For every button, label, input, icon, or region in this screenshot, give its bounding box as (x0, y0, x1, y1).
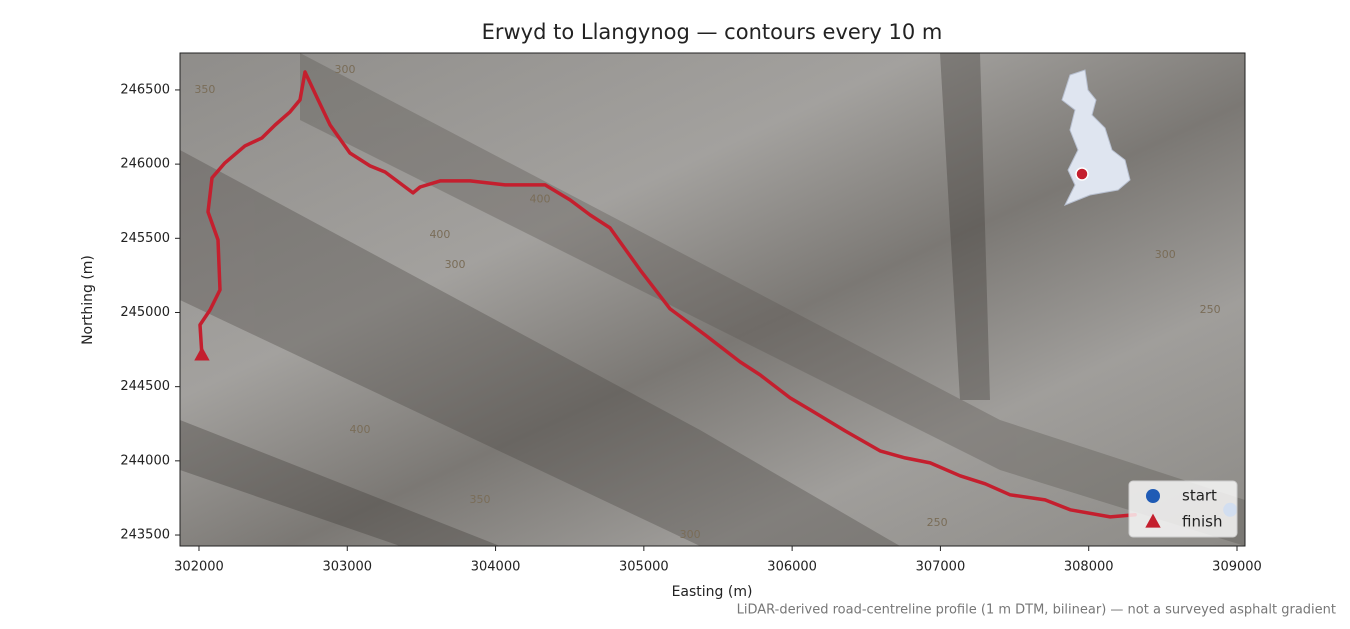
x-tick-label: 308000 (1064, 560, 1114, 575)
x-tick-label: 306000 (767, 560, 817, 575)
x-tick-label: 302000 (174, 560, 224, 575)
y-axis-label: Northing (m) (80, 255, 96, 345)
hillshade (180, 53, 1245, 546)
y-tick-label: 243500 (120, 528, 170, 543)
contour-label: 250 (1200, 303, 1221, 316)
contour-label: 300 (1155, 248, 1176, 261)
y-tick-label: 246000 (120, 157, 170, 172)
y-tick-label: 245500 (120, 231, 170, 246)
x-tick-label: 304000 (471, 560, 521, 575)
inset-map (1061, 69, 1131, 206)
x-axis-label: Easting (m) (672, 584, 753, 600)
contour-label: 350 (469, 493, 490, 506)
contour-label: 300 (445, 258, 466, 271)
y-tick-label: 244000 (120, 453, 170, 468)
plot-frame (179, 52, 1246, 547)
contour-label: 400 (429, 228, 450, 241)
x-tick-label: 303000 (322, 560, 372, 575)
route-line (198, 70, 1137, 519)
contour-label: 400 (530, 193, 551, 206)
contour-label: 300 (680, 528, 701, 541)
x-tick-label: 309000 (1212, 560, 1262, 575)
y-tick-label: 245000 (120, 305, 170, 320)
x-tick-label: 307000 (916, 560, 966, 575)
contour-label: 400 (350, 423, 371, 436)
x-tick-label: 305000 (619, 560, 669, 575)
contour-label: 250 (927, 516, 948, 529)
y-tick-label: 246500 (120, 82, 170, 97)
legend-label: finish (1182, 513, 1222, 531)
contour-label: 350 (194, 83, 215, 96)
contour-labels: 350 300 400 400 300 400 350 300 250 300 250 (194, 63, 1220, 541)
contour-label: 300 (335, 63, 356, 76)
legend-label: start (1182, 487, 1217, 505)
footnote: LiDAR-derived road-centreline profile (1… (737, 603, 1336, 618)
chart-title: Erwyd to Llangynog — contours every 10 m (482, 20, 943, 44)
marker-triangle (194, 346, 210, 361)
legend-symbol (1145, 513, 1161, 528)
y-tick-label: 244500 (120, 379, 170, 394)
legend-symbol (1146, 489, 1160, 503)
